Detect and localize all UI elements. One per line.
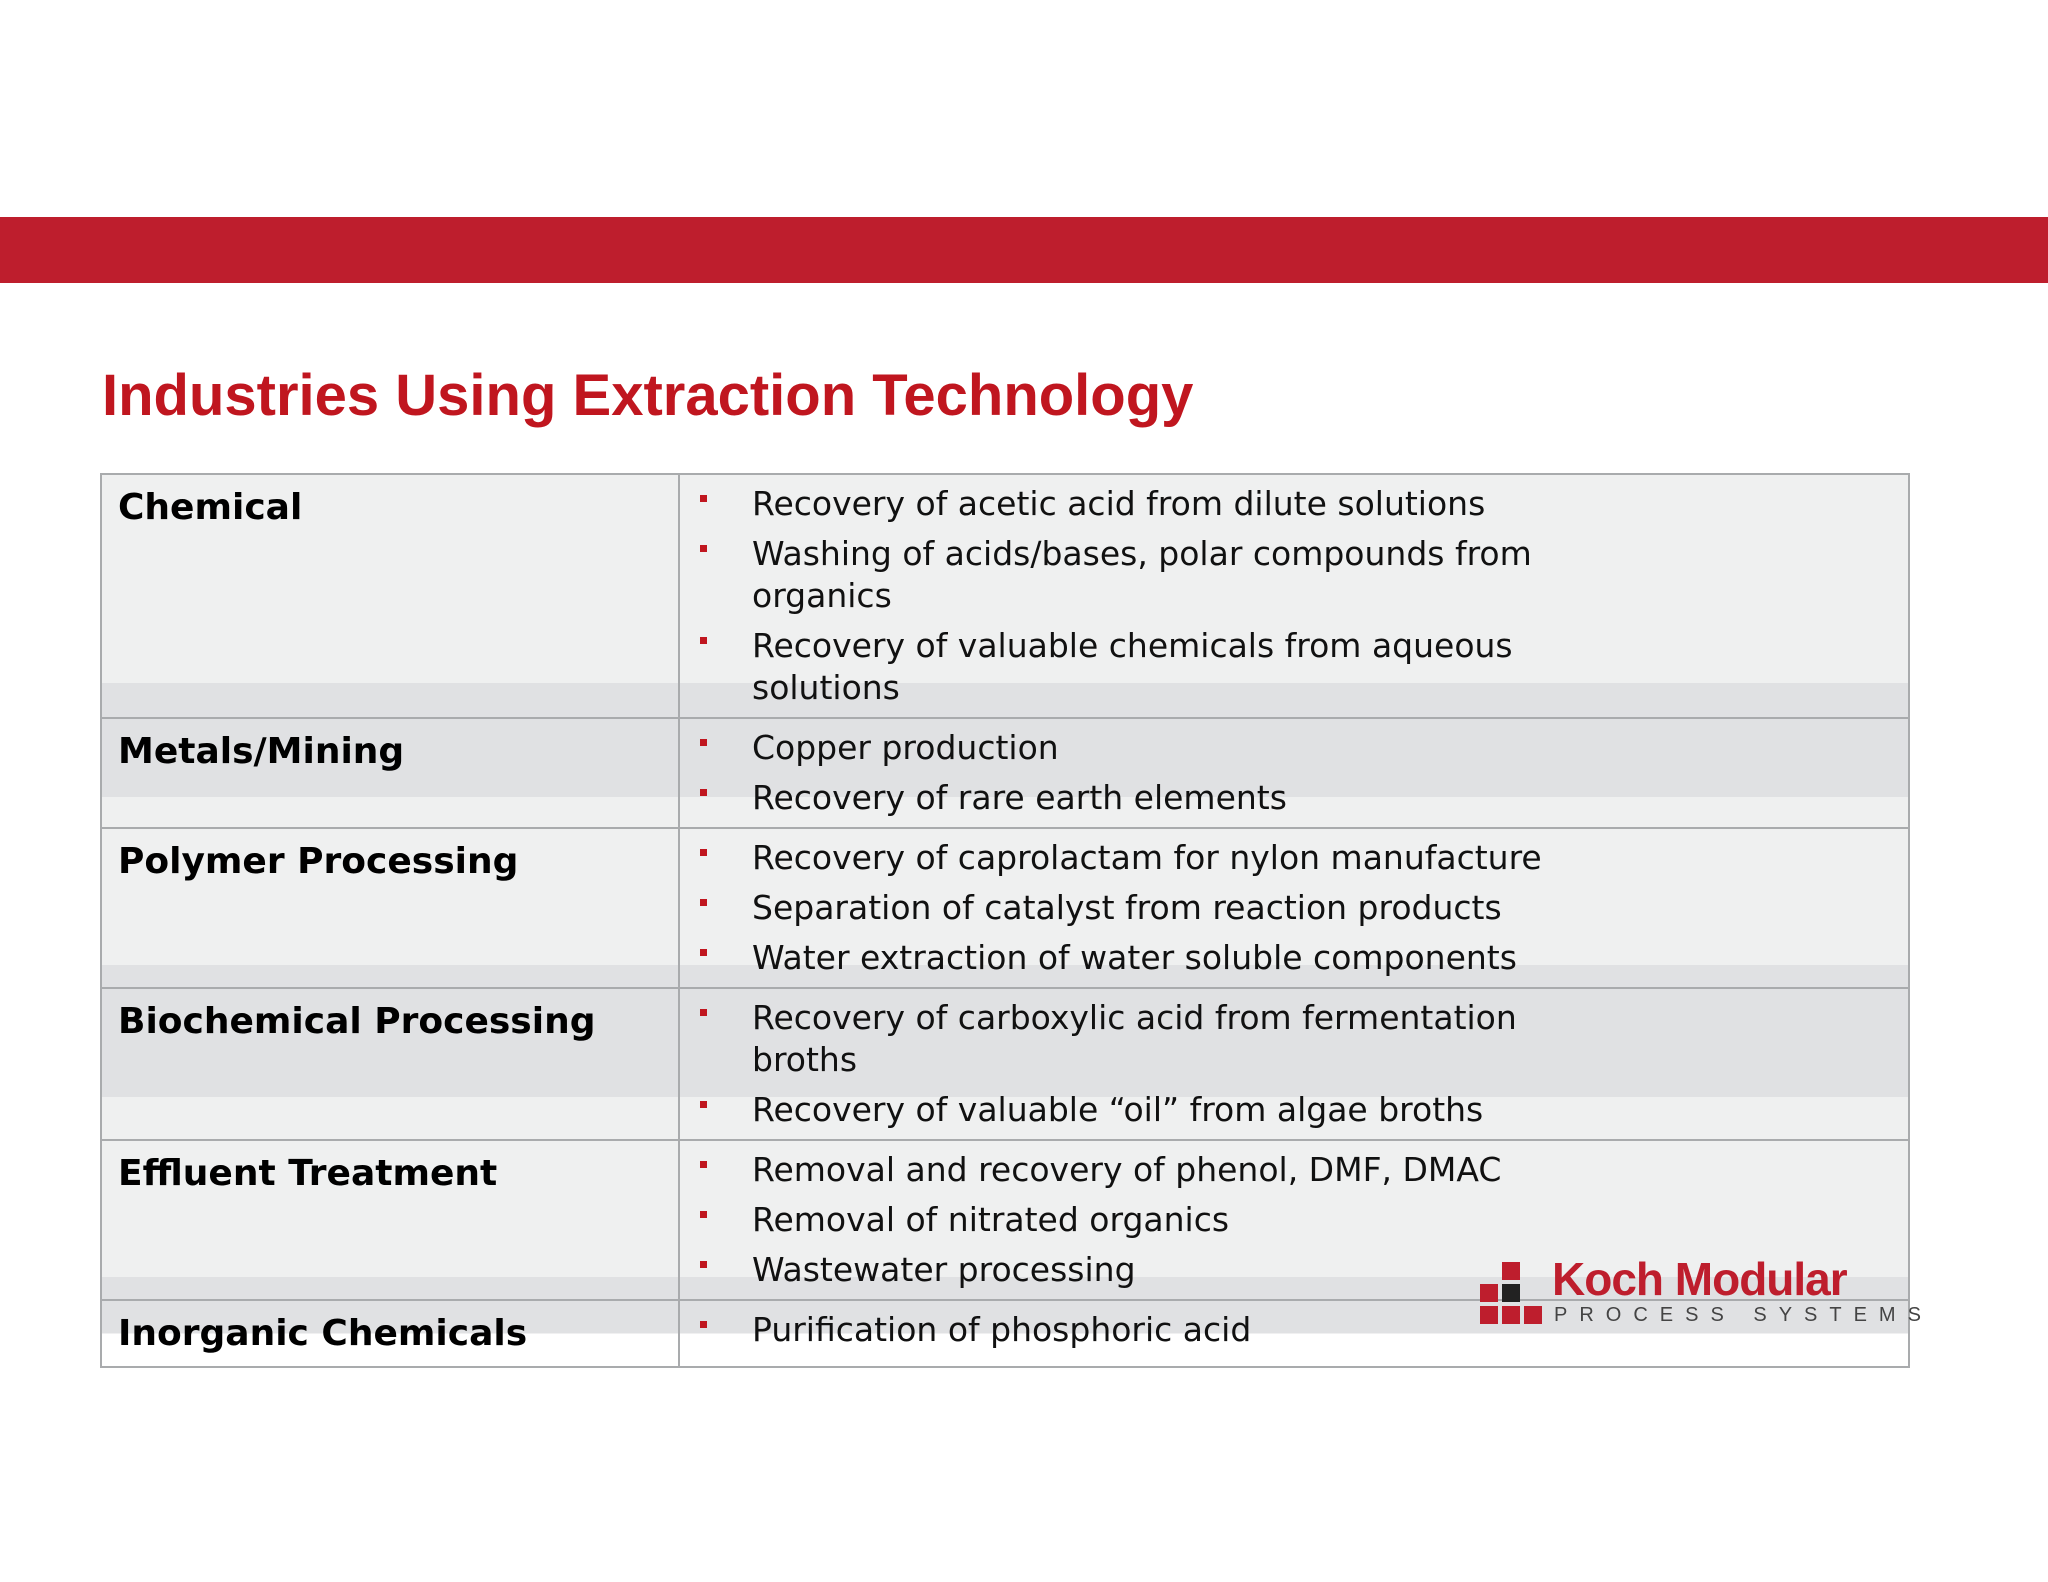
application-item: Removal and recovery of phenol, DMF, DMA… bbox=[700, 1149, 1632, 1191]
application-item: Recovery of valuable chemicals from aque… bbox=[700, 625, 1632, 709]
industry-cell: Chemical bbox=[100, 473, 680, 719]
applications-list: Removal and recovery of phenol, DMF, DMA… bbox=[700, 1149, 1888, 1291]
logo-square bbox=[1524, 1306, 1542, 1324]
applications-cell: Recovery of acetic acid from dilute solu… bbox=[678, 473, 1910, 719]
applications-list: Purification of phosphoric acid bbox=[700, 1309, 1888, 1351]
application-item: Recovery of acetic acid from dilute solu… bbox=[700, 483, 1632, 525]
applications-list: Copper production Recovery of rare earth … bbox=[700, 727, 1888, 819]
logo-square bbox=[1502, 1262, 1520, 1280]
table-row: Inorganic Chemicals Purification of phosp… bbox=[100, 1299, 1910, 1368]
logo-square bbox=[1502, 1306, 1520, 1324]
table-row: Polymer Processing Recovery of caprolacta… bbox=[100, 827, 1910, 989]
applications-list: Recovery of acetic acid from dilute solu… bbox=[700, 483, 1888, 709]
logo-square bbox=[1480, 1306, 1498, 1324]
table-row: Biochemical Processing Recovery of carbox… bbox=[100, 987, 1910, 1141]
applications-cell: Recovery of caprolactam for nylon manufa… bbox=[678, 827, 1910, 989]
industry-cell: Metals/Mining bbox=[100, 717, 680, 829]
application-item: Recovery of carboxylic acid from ferment… bbox=[700, 997, 1632, 1081]
applications-cell: Removal and recovery of phenol, DMF, DMA… bbox=[678, 1139, 1910, 1301]
table-row: Effluent Treatment Removal and recovery o… bbox=[100, 1139, 1910, 1301]
application-item: Purification of phosphoric acid bbox=[700, 1309, 1632, 1351]
application-item: Removal of nitrated organics bbox=[700, 1199, 1632, 1241]
table-row: Metals/Mining Copper production Recovery o… bbox=[100, 717, 1910, 829]
industries-table: Chemical Recovery of acetic acid from dil… bbox=[100, 473, 1910, 1368]
logo-tagline: PROCESS SYSTEMS bbox=[1554, 1304, 1933, 1326]
application-item: Wastewater processing bbox=[700, 1249, 1632, 1291]
applications-list: Recovery of caprolactam for nylon manufa… bbox=[700, 837, 1888, 979]
logo: Koch Modular PROCESS SYSTEMS bbox=[1476, 1253, 1921, 1332]
table-row: Chemical Recovery of acetic acid from dil… bbox=[100, 473, 1910, 719]
application-item: Copper production bbox=[700, 727, 1632, 769]
applications-list: Recovery of carboxylic acid from ferment… bbox=[700, 997, 1888, 1131]
application-item: Water extraction of water soluble compon… bbox=[700, 937, 1632, 979]
application-item: Recovery of valuable “oil” from algae br… bbox=[700, 1089, 1632, 1131]
applications-cell: Copper production Recovery of rare earth … bbox=[678, 717, 1910, 829]
industry-cell: Effluent Treatment bbox=[100, 1139, 680, 1301]
application-item: Recovery of caprolactam for nylon manufa… bbox=[700, 837, 1632, 879]
industry-cell: Biochemical Processing bbox=[100, 987, 680, 1141]
industry-cell: Polymer Processing bbox=[100, 827, 680, 989]
applications-cell: Purification of phosphoric acid bbox=[678, 1299, 1910, 1368]
slide-title: Industries Using Extraction Technology bbox=[102, 363, 1194, 428]
application-item: Separation of catalyst from reaction pro… bbox=[700, 887, 1632, 929]
application-item: Washing of acids/bases, polar compounds … bbox=[700, 533, 1632, 617]
application-item: Recovery of rare earth elements bbox=[700, 777, 1632, 819]
logo-square bbox=[1502, 1284, 1520, 1302]
logo-name: Koch Modular bbox=[1552, 1253, 1848, 1305]
applications-cell: Recovery of carboxylic acid from ferment… bbox=[678, 987, 1910, 1141]
logo-square bbox=[1480, 1284, 1498, 1302]
industry-cell: Inorganic Chemicals bbox=[100, 1299, 680, 1368]
header-band bbox=[0, 217, 2048, 283]
